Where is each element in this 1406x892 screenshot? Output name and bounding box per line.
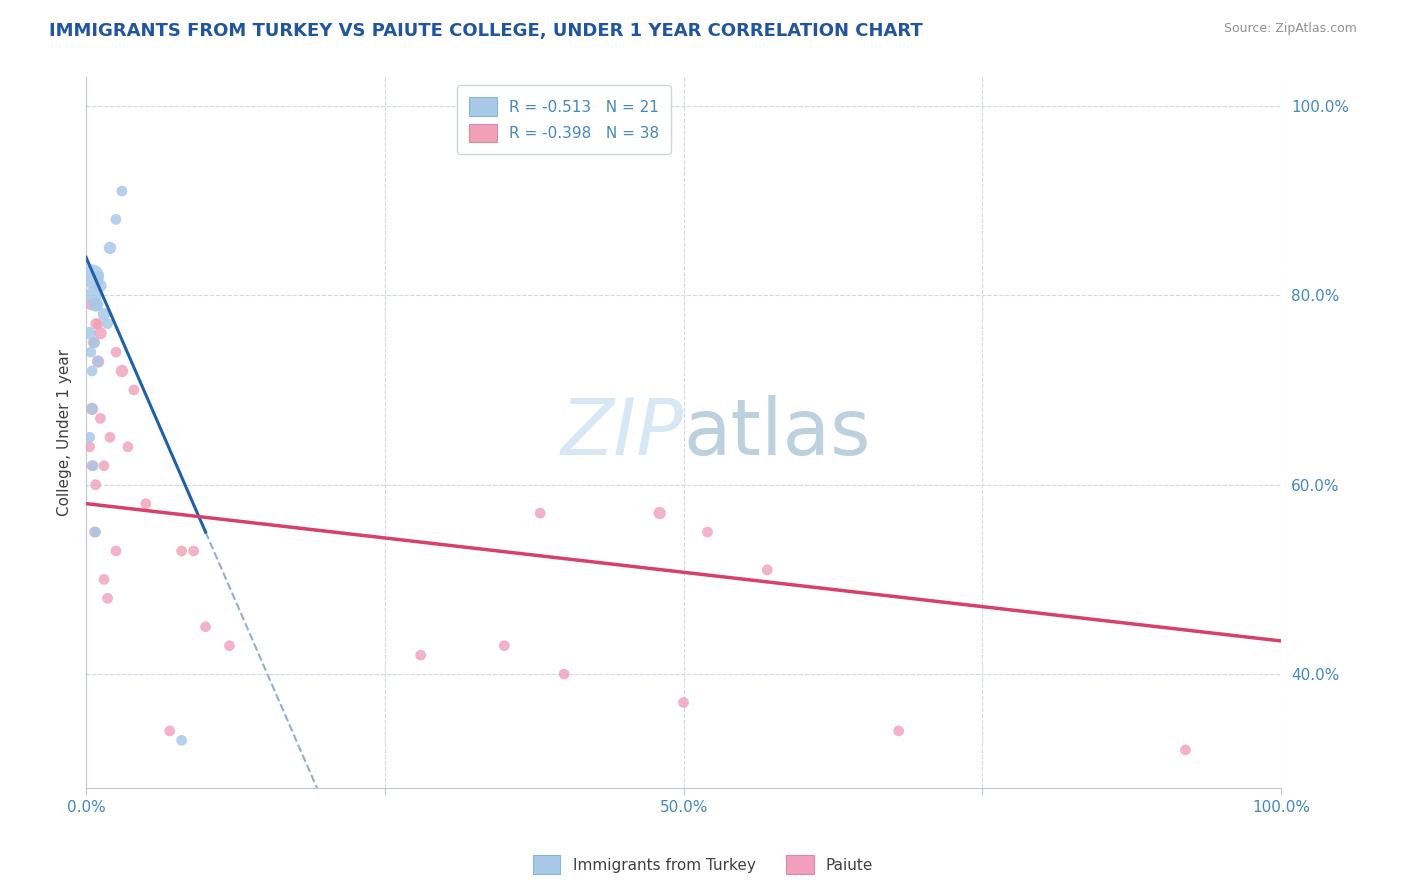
Point	[82, 458, 104, 473]
Point	[80, 401, 103, 416]
Text: IMMIGRANTS FROM TURKEY VS PAIUTE COLLEGE, UNDER 1 YEAR CORRELATION CHART: IMMIGRANTS FROM TURKEY VS PAIUTE COLLEGE…	[49, 22, 922, 40]
Point	[170, 733, 193, 747]
Point	[409, 648, 432, 662]
Point	[87, 354, 110, 368]
Point	[1174, 743, 1197, 757]
Point	[80, 345, 103, 359]
Y-axis label: College, Under 1 year: College, Under 1 year	[58, 349, 72, 516]
Point	[104, 212, 127, 227]
Point	[87, 298, 110, 312]
Point	[80, 364, 103, 378]
Point	[529, 506, 551, 520]
Point	[104, 345, 127, 359]
Point	[83, 335, 105, 350]
Point	[159, 723, 181, 738]
Point	[696, 524, 718, 539]
Point	[756, 563, 779, 577]
Point	[79, 430, 101, 444]
Point	[87, 354, 110, 368]
Point	[93, 458, 115, 473]
Point	[79, 326, 101, 340]
Point	[82, 335, 104, 350]
Point	[83, 524, 105, 539]
Point	[80, 458, 103, 473]
Text: Source: ZipAtlas.com: Source: ZipAtlas.com	[1223, 22, 1357, 36]
Point	[194, 620, 217, 634]
Point	[553, 667, 575, 681]
Point	[887, 723, 910, 738]
Point	[111, 364, 134, 378]
Point	[87, 269, 110, 284]
Legend: R = -0.513   N = 21, R = -0.398   N = 38: R = -0.513 N = 21, R = -0.398 N = 38	[457, 85, 671, 154]
Point	[98, 241, 121, 255]
Point	[84, 477, 107, 491]
Point	[93, 573, 115, 587]
Point	[117, 440, 139, 454]
Point	[84, 298, 107, 312]
Point	[80, 401, 103, 416]
Point	[89, 326, 111, 340]
Point	[98, 430, 121, 444]
Point	[89, 278, 111, 293]
Text: atlas: atlas	[683, 394, 872, 471]
Point	[494, 639, 516, 653]
Point	[218, 639, 240, 653]
Text: ZIP: ZIP	[561, 394, 683, 471]
Point	[93, 307, 115, 321]
Point	[170, 544, 193, 558]
Point	[104, 544, 127, 558]
Point	[87, 317, 110, 331]
Point	[111, 184, 134, 198]
Point	[89, 411, 111, 425]
Point	[80, 298, 103, 312]
Legend: Immigrants from Turkey, Paiute: Immigrants from Turkey, Paiute	[527, 849, 879, 880]
Point	[648, 506, 671, 520]
Point	[183, 544, 205, 558]
Point	[122, 383, 145, 397]
Point	[84, 524, 107, 539]
Point	[135, 497, 157, 511]
Point	[97, 317, 120, 331]
Point	[84, 317, 107, 331]
Point	[82, 288, 104, 302]
Point	[83, 335, 105, 350]
Point	[80, 269, 103, 284]
Point	[672, 696, 695, 710]
Point	[79, 440, 101, 454]
Point	[97, 591, 120, 606]
